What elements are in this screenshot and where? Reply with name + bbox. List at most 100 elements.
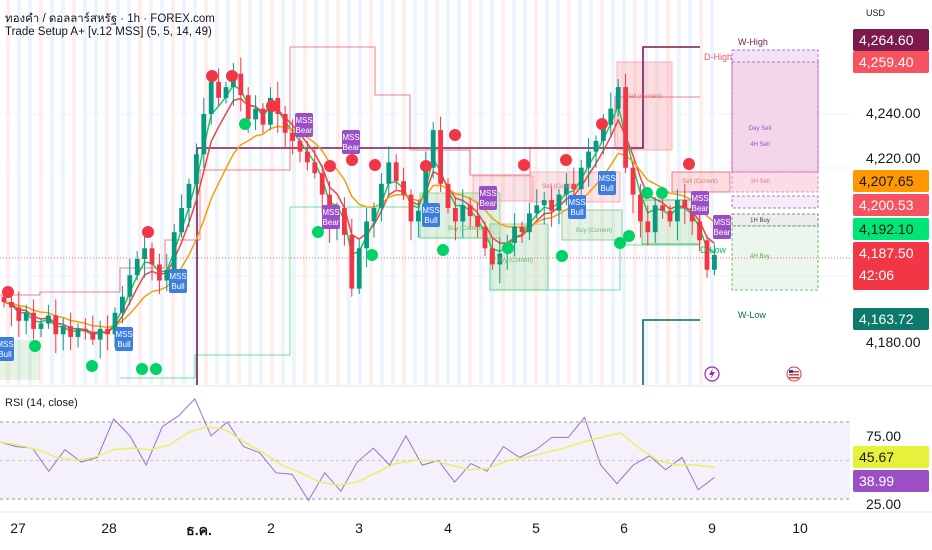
candle-body: [519, 226, 525, 233]
candle: [208, 73, 214, 125]
sell-dot: [596, 118, 608, 130]
candle-body: [593, 140, 599, 152]
candle: [697, 208, 702, 251]
candle: [83, 318, 88, 340]
candle-body: [645, 221, 651, 233]
candle-body: [290, 132, 295, 141]
time-label: 9: [708, 520, 716, 536]
price-tag: 4,259.40: [853, 51, 929, 73]
weekly-low-line: [642, 319, 700, 385]
session-stripe: [116, 0, 120, 385]
candle: [615, 79, 621, 117]
candle-body: [416, 210, 421, 222]
candle-body: [216, 81, 221, 98]
session-stripe: [237, 0, 241, 385]
candle: [149, 242, 155, 281]
mss-word: MSS: [691, 194, 708, 203]
price-tag-value: 4,207.65: [859, 173, 914, 189]
session-stripe: [589, 0, 593, 385]
mss-direction: Bear: [692, 204, 709, 213]
candle: [223, 81, 229, 104]
mss-direction: Bear: [323, 218, 340, 227]
candle-body: [704, 240, 710, 270]
time-label: 3: [355, 520, 363, 536]
candle: [238, 57, 244, 112]
sell-dot: [518, 159, 530, 171]
session-stripe: [204, 0, 208, 385]
session-stripe: [545, 0, 549, 385]
session-stripe: [17, 0, 21, 385]
buy-dot: [614, 237, 626, 249]
zone-labels: Sell (Current) Sell (Current) Sell (Curr…: [448, 37, 771, 320]
buy-dot: [556, 250, 568, 262]
price-tag-value: 4,192.10: [859, 221, 914, 237]
mss-labels: MSSBullMSSBullMSSBullMSSBearMSSBearMSSBe…: [0, 113, 731, 361]
candle: [46, 304, 51, 329]
time-label: 4: [444, 520, 452, 536]
rsi-title[interactable]: RSI (14, close): [5, 397, 78, 409]
candle-body: [549, 199, 554, 211]
candle-body: [83, 328, 88, 332]
candle: [194, 143, 199, 200]
session-stripe: [61, 0, 65, 385]
session-stripe: [622, 0, 626, 385]
session-stripe: [534, 0, 538, 385]
session-stripe: [215, 0, 219, 385]
mss-direction: Bull: [570, 208, 584, 217]
candle: [682, 183, 688, 225]
candle: [9, 291, 14, 327]
candle-body: [623, 87, 628, 168]
buy-dot: [366, 249, 378, 261]
candle: [75, 323, 81, 348]
buy-dot: [29, 340, 41, 352]
sell-dot: [449, 129, 461, 141]
candle-body: [408, 194, 414, 222]
session-stripe: [171, 0, 175, 385]
candle-body: [527, 213, 532, 233]
candle: [179, 194, 184, 238]
sell-dot: [142, 226, 154, 238]
session-stripe: [83, 0, 87, 385]
resistance-step-line: [0, 46, 700, 296]
mss-word: MSS: [479, 189, 496, 198]
bar-countdown: 42:06: [859, 267, 895, 283]
lightning-icon[interactable]: [704, 366, 720, 382]
candle-body: [712, 255, 717, 270]
session-stripe: [501, 0, 505, 385]
symbol-title[interactable]: ทองคำ / ดอลลาร์สหรัฐ · 1h · FOREX.com: [5, 13, 215, 25]
price-tag: 4,207.65: [853, 170, 929, 192]
mss-direction: Bear: [296, 126, 313, 135]
session-stripe: [193, 0, 197, 385]
buy-zone-label: Buy (Current): [576, 228, 612, 234]
session-stripe: [270, 0, 274, 385]
buy-dot: [641, 187, 653, 199]
candle: [541, 191, 547, 225]
candle: [586, 138, 591, 187]
candle: [527, 202, 532, 241]
candle-body: [31, 312, 36, 329]
htf-zones: [731, 49, 819, 291]
candle-body: [615, 87, 621, 109]
candle-body: [319, 173, 325, 195]
candle: [593, 135, 599, 168]
candle: [704, 234, 710, 278]
current-zones: [0, 61, 731, 380]
buy-dot: [136, 363, 148, 375]
price-tick: 4,240.00: [866, 105, 921, 121]
price-tag: 4,187.50 42:06: [853, 242, 929, 290]
candle-body: [282, 114, 288, 133]
candle-body: [68, 326, 73, 337]
us-flag-icon[interactable]: [786, 366, 802, 382]
candle: [534, 189, 540, 219]
candle: [342, 197, 347, 246]
session-stripe: [688, 0, 692, 385]
indicator-title[interactable]: Trade Setup A+ [v.12 MSS] (5, 5, 14, 49): [5, 26, 212, 38]
candle-body: [630, 167, 636, 195]
mss-direction: Bull: [171, 282, 185, 291]
candle-body: [208, 81, 214, 114]
candle-body: [260, 108, 266, 125]
